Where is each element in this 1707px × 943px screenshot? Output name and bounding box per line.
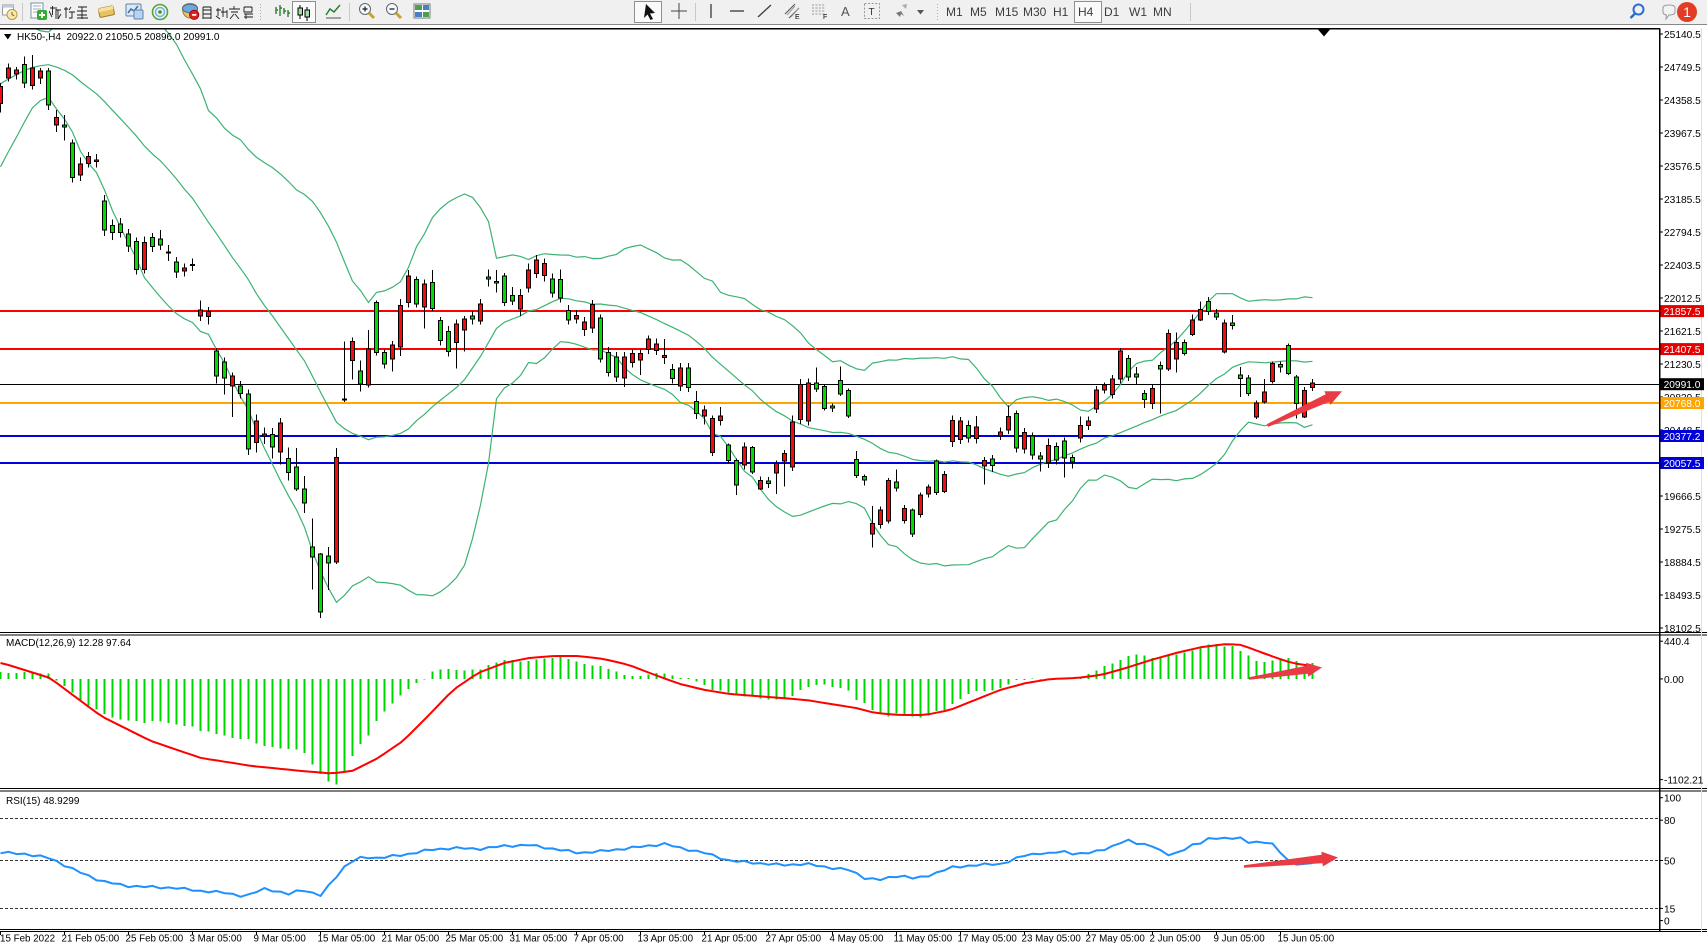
svg-text:HK50-,H4 20922.0 21050.5 2089: HK50-,H4 20922.0 21050.5 20896.0 20991.0 <box>17 32 220 43</box>
svg-text:-1102.21: -1102.21 <box>1664 776 1704 787</box>
svg-text:20768.0: 20768.0 <box>1664 399 1701 410</box>
svg-text:15 Jun 05:00: 15 Jun 05:00 <box>1278 934 1335 943</box>
svg-text:22012.5: 22012.5 <box>1664 294 1701 305</box>
svg-text:21 Apr 05:00: 21 Apr 05:00 <box>702 934 758 943</box>
svg-text:22403.5: 22403.5 <box>1664 261 1701 272</box>
svg-text:4 May 05:00: 4 May 05:00 <box>830 934 884 943</box>
svg-text:23967.5: 23967.5 <box>1664 129 1701 140</box>
svg-text:23576.5: 23576.5 <box>1664 162 1701 173</box>
svg-text:T: T <box>869 7 875 18</box>
svg-text:23 May 05:00: 23 May 05:00 <box>1022 934 1082 943</box>
svg-text:7 Apr 05:00: 7 Apr 05:00 <box>574 934 625 943</box>
svg-text:21 Feb 05:00: 21 Feb 05:00 <box>62 934 120 943</box>
svg-text:440.4: 440.4 <box>1664 637 1690 648</box>
svg-text:20377.2: 20377.2 <box>1664 432 1701 443</box>
svg-text:25 Feb 05:00: 25 Feb 05:00 <box>126 934 184 943</box>
svg-text:20057.5: 20057.5 <box>1664 459 1701 470</box>
svg-text:19666.5: 19666.5 <box>1664 492 1701 503</box>
svg-text:15 Mar 05:00: 15 Mar 05:00 <box>318 934 376 943</box>
svg-text:18884.5: 18884.5 <box>1664 558 1701 569</box>
svg-text:21230.5: 21230.5 <box>1664 360 1701 371</box>
svg-text:MACD(12,26,9) 12.28 97.64: MACD(12,26,9) 12.28 97.64 <box>6 638 132 649</box>
svg-text:17 May 05:00: 17 May 05:00 <box>958 934 1018 943</box>
svg-text:1: 1 <box>1683 4 1691 20</box>
svg-text:20991.0: 20991.0 <box>1664 380 1701 391</box>
svg-text:18102.5: 18102.5 <box>1664 624 1701 635</box>
svg-text:15 Feb 2022: 15 Feb 2022 <box>0 934 55 943</box>
svg-text:21 Mar 05:00: 21 Mar 05:00 <box>382 934 440 943</box>
svg-text:25 Mar 05:00: 25 Mar 05:00 <box>446 934 504 943</box>
svg-text:9 Jun 05:00: 9 Jun 05:00 <box>1214 934 1266 943</box>
svg-text:3 Mar 05:00: 3 Mar 05:00 <box>190 934 243 943</box>
svg-text:15: 15 <box>1664 904 1676 915</box>
svg-text:25140.5: 25140.5 <box>1664 30 1701 41</box>
svg-text:0.00: 0.00 <box>1664 675 1684 686</box>
svg-text:11 May 05:00: 11 May 05:00 <box>894 934 953 943</box>
svg-text:24749.5: 24749.5 <box>1664 63 1701 74</box>
svg-text:27 May 05:00: 27 May 05:00 <box>1086 934 1146 943</box>
svg-text:E: E <box>795 14 800 21</box>
svg-text:RSI(15) 48.9299: RSI(15) 48.9299 <box>6 796 80 807</box>
svg-text:0: 0 <box>1664 917 1670 928</box>
svg-text:13 Apr 05:00: 13 Apr 05:00 <box>638 934 694 943</box>
svg-text:24358.5: 24358.5 <box>1664 96 1701 107</box>
svg-text:2 Jun 05:00: 2 Jun 05:00 <box>1150 934 1202 943</box>
svg-text:F: F <box>823 14 827 21</box>
svg-text:27 Apr 05:00: 27 Apr 05:00 <box>766 934 822 943</box>
svg-text:100: 100 <box>1664 794 1681 805</box>
svg-text:21621.5: 21621.5 <box>1664 327 1701 338</box>
svg-text:31 Mar 05:00: 31 Mar 05:00 <box>510 934 568 943</box>
svg-text:22794.5: 22794.5 <box>1664 228 1701 239</box>
svg-text:18493.5: 18493.5 <box>1664 591 1701 602</box>
svg-text:19275.5: 19275.5 <box>1664 525 1701 536</box>
svg-text:80: 80 <box>1664 816 1676 827</box>
svg-text:23185.5: 23185.5 <box>1664 195 1701 206</box>
svg-text:9 Mar 05:00: 9 Mar 05:00 <box>254 934 307 943</box>
svg-text:50: 50 <box>1664 857 1676 868</box>
svg-text:21407.5: 21407.5 <box>1664 345 1701 356</box>
svg-text:21857.5: 21857.5 <box>1664 307 1701 318</box>
